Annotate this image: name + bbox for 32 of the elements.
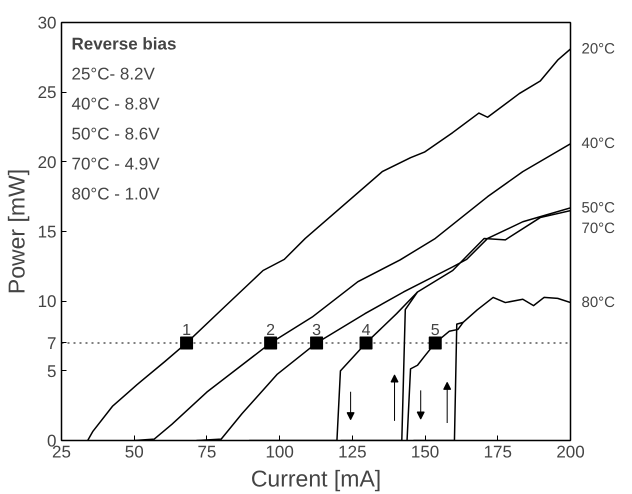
series-label: 40°C — [582, 135, 616, 152]
x-axis-title: Current [mA] — [250, 466, 382, 492]
x-tick-label: 175 — [484, 442, 512, 462]
series-label: 50°C — [582, 199, 616, 216]
annotation: 4 — [362, 322, 371, 339]
x-tick-label: 200 — [556, 442, 585, 462]
y-tick-label: 30 — [38, 14, 57, 32]
annotation: 80°C - 1.0V — [72, 184, 160, 204]
series-label: 80°C — [582, 294, 616, 312]
annotation: 70°C - 4.9V — [72, 154, 160, 174]
series-label: 70°C — [582, 220, 616, 238]
annotation: Reverse bias — [72, 34, 176, 54]
series-label: 20°C — [582, 40, 616, 58]
x-tick-label: 75 — [197, 442, 216, 462]
y-tick-label: 20 — [38, 152, 57, 172]
y-tick-label: 5 — [47, 362, 57, 381]
y-tick-label: 15 — [38, 222, 57, 242]
annotation: 3 — [312, 322, 322, 339]
annotation: 50°C - 8.6V — [72, 124, 160, 144]
x-tick-label: 100 — [265, 442, 294, 462]
annotation: 2 — [266, 322, 276, 339]
x-tick-label: 125 — [338, 442, 367, 462]
y-tick-label: 7 — [47, 334, 57, 353]
annotation: 40°C - 8.8V — [72, 94, 160, 114]
y-tick-label: 10 — [38, 292, 57, 312]
annotation: 25°C- 8.2V — [72, 64, 156, 84]
x-tick-label: 50 — [124, 442, 144, 462]
y-tick-label: 25 — [38, 83, 57, 102]
x-tick-label: 150 — [410, 442, 440, 462]
annotation: 5 — [430, 322, 440, 339]
y-axis-title: Power [mW] — [4, 168, 30, 294]
annotation: 1 — [182, 322, 192, 339]
